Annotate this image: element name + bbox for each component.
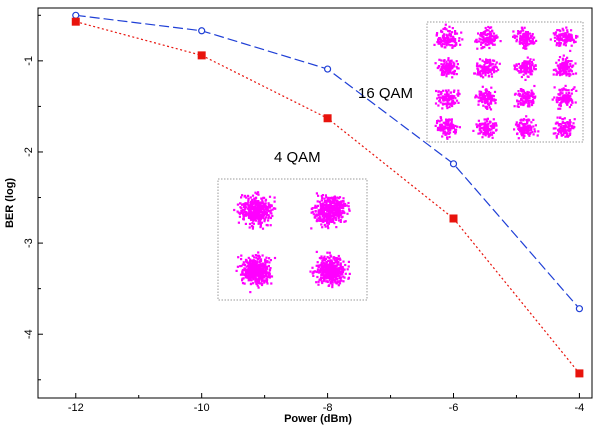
axis-ticks: -12 -10 -8 -6 -4 -1 -2 -3 -4 — [23, 14, 585, 414]
constellation-inset — [217, 178, 368, 301]
constellation-cluster — [474, 85, 497, 111]
constellation-cluster — [512, 26, 538, 50]
constellation-inset — [426, 21, 584, 143]
series-label-4qam: 4 QAM — [274, 149, 321, 166]
constellation-cluster — [551, 84, 578, 110]
x-tick-label: -4 — [575, 402, 585, 414]
data-point-16qam — [323, 65, 332, 73]
constellation-cluster — [473, 58, 501, 79]
y-tick-label: -2 — [23, 147, 35, 157]
data-point-4qam — [575, 369, 584, 378]
constellation-cluster — [233, 191, 277, 230]
constellation-cluster — [552, 54, 578, 78]
data-point-16qam — [449, 160, 458, 168]
data-point-4qam — [323, 114, 332, 123]
constellation-cluster — [474, 25, 502, 50]
constellation-cluster — [235, 251, 277, 294]
constellation-cluster — [513, 115, 540, 140]
constellation-cluster — [513, 84, 537, 108]
x-tick-label: -12 — [68, 402, 84, 414]
constellation-cluster — [310, 192, 351, 230]
y-tick-label: -1 — [23, 56, 35, 66]
y-tick-label: -3 — [23, 238, 35, 248]
constellation-cluster — [513, 56, 537, 81]
x-tick-label: -8 — [323, 402, 333, 414]
constellation-cluster — [309, 250, 351, 289]
data-point-4qam — [71, 17, 80, 26]
x-axis-title: Power (dBm) — [284, 413, 352, 425]
data-point-16qam — [575, 305, 584, 313]
constellation-cluster — [434, 89, 461, 110]
y-axis-title: BER (log) — [4, 178, 16, 228]
constellation-cluster — [552, 116, 576, 139]
series-label-16qam: 16 QAM — [358, 85, 413, 102]
constellation-cluster — [433, 23, 464, 49]
x-tick-label: -6 — [449, 402, 459, 414]
constellation-cluster — [549, 26, 579, 52]
data-point-16qam — [198, 27, 206, 35]
constellation-insets — [217, 21, 584, 301]
x-tick-label: -10 — [194, 402, 210, 414]
y-tick-label: -4 — [23, 329, 35, 339]
constellation-cluster — [434, 57, 460, 79]
constellation-cluster — [434, 116, 461, 140]
data-point-16qam — [72, 11, 80, 19]
data-point-4qam — [449, 214, 458, 223]
constellation-cluster — [472, 117, 498, 139]
series-layer — [71, 11, 584, 378]
data-point-4qam — [197, 51, 206, 60]
